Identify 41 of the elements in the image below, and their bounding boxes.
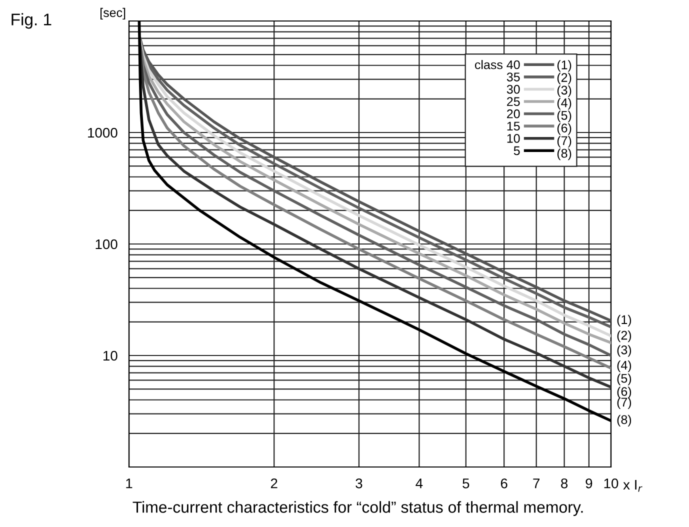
legend-label: 10: [507, 134, 520, 143]
annotation: (7): [557, 136, 572, 148]
text: (7): [617, 397, 632, 410]
y-axis-title: [sec]: [100, 8, 126, 20]
x-tick-label: 5: [462, 478, 470, 488]
text: (2): [617, 330, 632, 342]
x-tick-label: 8: [561, 478, 568, 488]
x-tick-label: 10: [604, 478, 618, 488]
legend-label: 15: [507, 122, 520, 131]
text: (5): [617, 374, 632, 386]
legend-label: class 40: [474, 60, 520, 70]
text: (3): [617, 345, 632, 357]
y-tick-label: 1000: [88, 128, 118, 138]
legend-label: 35: [506, 72, 520, 82]
legend-label: 30: [506, 84, 520, 94]
x-tick-label: 2: [270, 478, 278, 488]
text: (6): [617, 386, 632, 398]
x-tick-label: 4: [416, 478, 423, 488]
y-tick-label: 10: [104, 350, 118, 361]
annotation: (5): [557, 110, 572, 122]
annotation: (3): [557, 85, 572, 98]
x-tick-label: 9: [586, 478, 592, 488]
text: (4): [617, 360, 632, 372]
annotation: (2): [557, 72, 572, 84]
legend-label: 5: [514, 146, 520, 156]
y-tick-label: 100: [96, 239, 118, 250]
text: (1): [617, 314, 632, 327]
x-axis-title: x I$_{r}$: [623, 480, 642, 492]
chart-title: Fig. 1: [12, 13, 52, 29]
x-tick-label: 6: [500, 478, 508, 488]
annotation: (1): [557, 60, 572, 72]
annotation: (4): [557, 98, 572, 110]
x-tick-label: 3: [356, 478, 362, 488]
text: (8): [617, 414, 632, 427]
annotation: (8): [557, 148, 572, 160]
legend-label: 20: [507, 109, 520, 118]
legend-label: 25: [507, 97, 520, 106]
annotation: (6): [557, 123, 572, 135]
x-tick-label: 1: [126, 478, 132, 488]
x-tick-label: 7: [533, 478, 540, 488]
text: Time-current characteristics for “cold” status of thermal memory.: [132, 501, 583, 516]
